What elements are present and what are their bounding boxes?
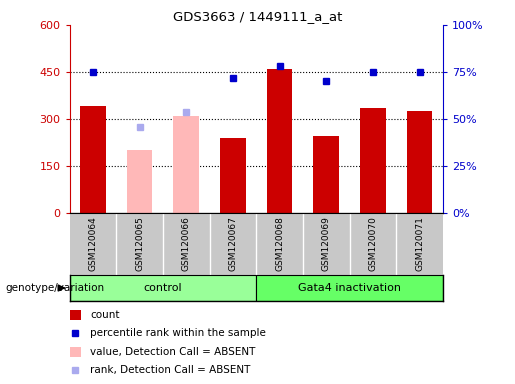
Text: GDS3663 / 1449111_a_at: GDS3663 / 1449111_a_at — [173, 10, 342, 23]
Text: value, Detection Call = ABSENT: value, Detection Call = ABSENT — [90, 347, 255, 357]
Bar — [127, 151, 152, 213]
Bar — [267, 69, 293, 213]
Text: GSM120067: GSM120067 — [228, 217, 237, 271]
Bar — [256, 275, 443, 301]
Text: GSM120064: GSM120064 — [89, 217, 97, 271]
Text: control: control — [144, 283, 182, 293]
Bar — [220, 138, 246, 213]
Text: GSM120065: GSM120065 — [135, 217, 144, 271]
Text: GSM120071: GSM120071 — [415, 217, 424, 271]
Text: count: count — [90, 310, 119, 320]
Text: GSM120070: GSM120070 — [368, 217, 377, 271]
Bar — [174, 116, 199, 213]
Bar — [80, 106, 106, 213]
Bar — [407, 111, 433, 213]
Text: Gata4 inactivation: Gata4 inactivation — [298, 283, 401, 293]
Text: genotype/variation: genotype/variation — [5, 283, 104, 293]
Bar — [70, 275, 256, 301]
Bar — [314, 136, 339, 213]
Text: GSM120066: GSM120066 — [182, 217, 191, 271]
Text: percentile rank within the sample: percentile rank within the sample — [90, 328, 266, 338]
Text: GSM120069: GSM120069 — [322, 217, 331, 271]
Text: GSM120068: GSM120068 — [275, 217, 284, 271]
Bar — [360, 108, 386, 213]
Text: rank, Detection Call = ABSENT: rank, Detection Call = ABSENT — [90, 365, 250, 375]
